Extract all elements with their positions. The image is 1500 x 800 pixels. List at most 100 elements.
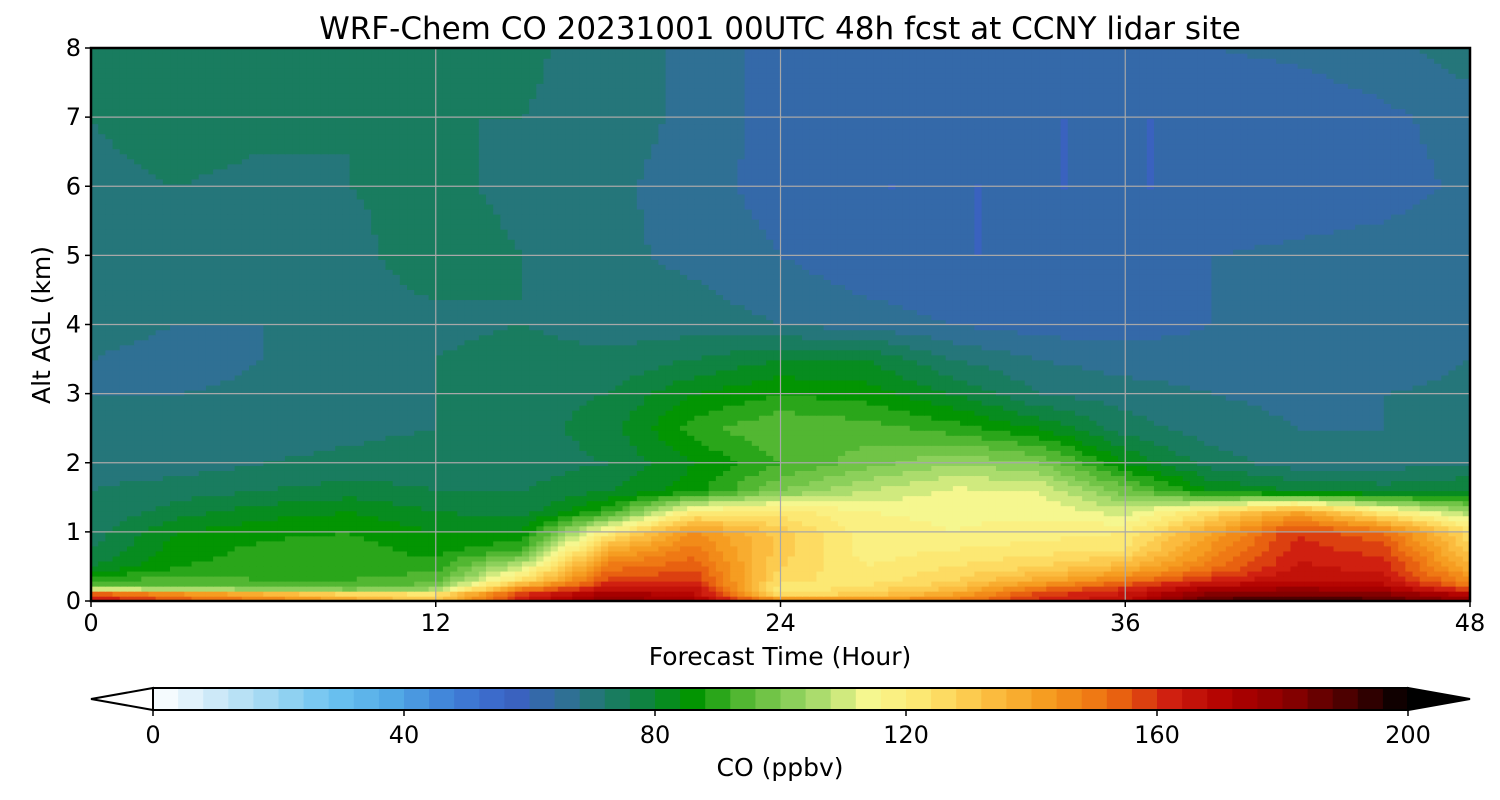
heatmap-cell [902,560,911,567]
heatmap-cell [744,495,753,502]
heatmap-cell [572,475,581,482]
heatmap-cell [1132,565,1141,572]
heatmap-cell [1082,485,1091,492]
heatmap-cell [1189,500,1198,507]
heatmap-cell [723,545,731,552]
heatmap-cell [852,490,861,497]
heatmap-cell [737,500,746,507]
heatmap-cell [1182,540,1191,547]
heatmap-cell [471,565,480,572]
heatmap-cell [1182,485,1191,492]
heatmap-cell [909,510,918,517]
heatmap-cell [902,575,911,582]
heatmap-cell [335,595,344,601]
heatmap-cell [1412,565,1421,572]
heatmap-cell [1132,560,1141,567]
heatmap-cell [888,595,897,601]
heatmap-cell [881,490,889,497]
heatmap-cell [428,505,437,512]
heatmap-cell [1247,470,1256,477]
heatmap-cell [1139,480,1148,487]
heatmap-cell [557,470,566,477]
heatmap-cell [385,530,394,537]
heatmap-cell [636,515,645,522]
heatmap-cell [464,560,473,567]
heatmap-cell [565,595,573,601]
heatmap-cell [1333,535,1342,542]
heatmap-cell [837,500,846,507]
heatmap-cell [888,570,897,577]
heatmap-cell [550,515,559,522]
heatmap-cell [184,545,193,552]
heatmap-cell [622,585,631,592]
heatmap-cell [1355,470,1363,477]
heatmap-cell [521,555,530,562]
heatmap-cell [378,565,387,572]
heatmap-cell [1268,560,1277,567]
heatmap-cell [1153,525,1162,532]
heatmap-cell [888,565,897,572]
heatmap-cell [1268,505,1277,512]
heatmap-cell [794,500,803,507]
heatmap-cell [1024,535,1033,542]
heatmap-cell [780,590,789,597]
heatmap-cell [1197,550,1205,557]
heatmap-cell [213,555,221,562]
heatmap-cell [945,555,954,562]
heatmap-cell [471,470,480,477]
heatmap-cell [170,550,178,557]
heatmap-cell [1189,590,1198,597]
heatmap-cell [1017,525,1026,532]
heatmap-cell [486,505,494,512]
heatmap-cell [486,585,494,592]
heatmap-cell [234,550,243,557]
heatmap-cell [1419,555,1428,562]
heatmap-cell [1060,470,1069,477]
heatmap-cell [1268,565,1277,572]
heatmap-cell [1046,505,1055,512]
heatmap-cell [629,515,638,522]
heatmap-cell [644,520,652,527]
heatmap-cell [708,550,717,557]
heatmap-cell [988,510,997,517]
heatmap-cell [644,490,652,497]
heatmap-cell [126,540,135,547]
heatmap-cell [995,540,1004,547]
heatmap-cell [565,550,573,557]
heatmap-cell [687,560,696,567]
heatmap-cell [1333,520,1342,527]
heatmap-cell [292,575,300,582]
heatmap-cell [1311,550,1320,557]
heatmap-cell [967,510,976,517]
heatmap-cell [184,480,193,487]
heatmap-cell [715,515,724,522]
heatmap-cell [198,495,207,502]
heatmap-cell [292,535,300,542]
heatmap-cell [967,495,976,502]
heatmap-cell [1031,540,1040,547]
heatmap-cell [1146,480,1155,487]
heatmap-cell [98,485,107,492]
heatmap-cell [751,550,760,557]
heatmap-cell [91,575,99,582]
heatmap-cell [672,515,681,522]
heatmap-cell [744,530,753,537]
heatmap-cell [1039,515,1047,522]
heatmap-cell [1211,580,1220,587]
heatmap-cell [1031,555,1040,562]
heatmap-cell [105,495,114,502]
heatmap-cell [651,540,660,547]
heatmap-cell [335,550,344,557]
heatmap-cell [471,555,480,562]
heatmap-cell [205,555,214,562]
heatmap-cell [751,580,760,587]
heatmap-cell [1340,495,1349,502]
heatmap-cell [220,475,229,482]
heatmap-cell [1254,495,1263,502]
heatmap-cell [1103,500,1112,507]
heatmap-cell [586,540,595,547]
heatmap-cell [1247,550,1256,557]
heatmap-cell [91,510,99,517]
heatmap-cell [507,550,516,557]
heatmap-cell [1319,565,1328,572]
